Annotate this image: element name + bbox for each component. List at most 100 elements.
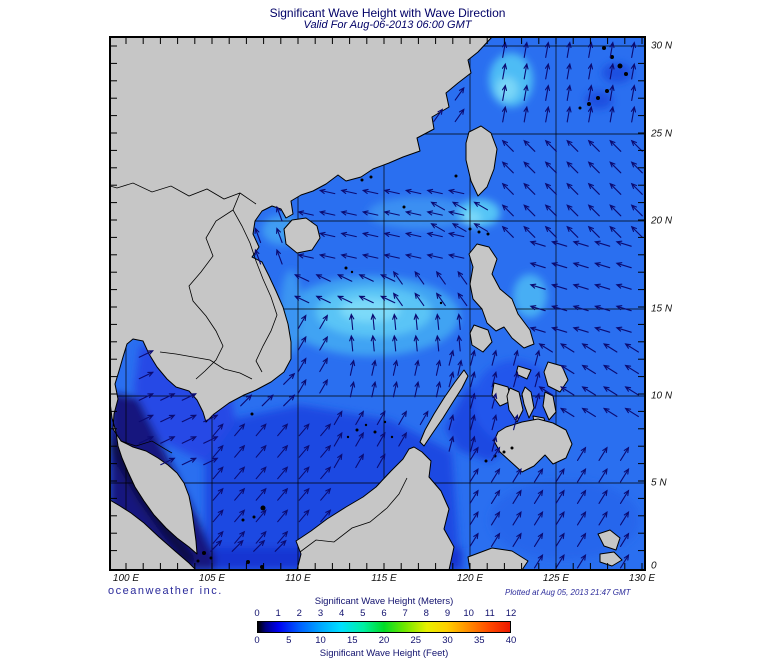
wave-direction-arrow <box>349 313 355 331</box>
wave-direction-arrow <box>315 274 331 282</box>
island-dot <box>486 232 490 236</box>
wave-direction-arrow <box>274 539 287 552</box>
wave-direction-arrow <box>501 182 514 195</box>
wave-direction-arrow <box>523 161 536 174</box>
wave-direction-arrow <box>297 378 307 394</box>
wave-direction-arrow <box>619 510 630 526</box>
wave-direction-arrow <box>255 509 267 523</box>
wave-direction-arrow <box>392 380 399 398</box>
land-polygon <box>599 551 623 567</box>
wave-direction-arrow <box>138 350 155 358</box>
wave-direction-arrow <box>513 414 519 431</box>
wave-direction-arrow <box>491 392 498 409</box>
wave-direction-arrow <box>523 204 536 217</box>
land-polygon <box>469 324 493 353</box>
wave-direction-arrow <box>454 108 465 123</box>
island-dot <box>360 178 364 182</box>
island-dot <box>439 301 443 305</box>
wave-direction-arrow <box>566 161 579 174</box>
wave-direction-arrow <box>559 364 575 375</box>
wave-direction-arrow <box>501 41 508 58</box>
longitude-label: 120 E <box>456 573 484 584</box>
wave-direction-arrow <box>544 161 557 174</box>
wave-direction-arrow <box>297 335 307 351</box>
colorbar-meters-tick: 5 <box>360 608 366 619</box>
wave-direction-arrow <box>598 489 608 504</box>
wave-direction-arrow <box>255 487 267 501</box>
wave-direction-arrow <box>538 386 553 396</box>
wave-direction-arrow <box>413 334 419 352</box>
wave-direction-arrow <box>490 532 501 547</box>
wave-direction-arrow <box>523 182 536 195</box>
island-dot <box>617 63 623 69</box>
colorbar-feet-tick: 20 <box>378 635 390 646</box>
wave-direction-arrow <box>333 431 343 447</box>
country-borders <box>110 182 408 553</box>
island-dot <box>202 551 206 555</box>
wave-direction-arrow <box>160 393 176 401</box>
wave-direction-arrow <box>138 371 155 380</box>
latitude-label: 10 N <box>651 390 673 402</box>
wave-direction-arrow <box>255 444 267 458</box>
land-polygon <box>515 365 532 380</box>
wave-direction-arrow <box>138 414 155 423</box>
wave-direction-arrow <box>598 446 608 461</box>
wave-direction-arrow <box>501 139 514 152</box>
wave-direction-arrow <box>430 201 446 211</box>
wave-direction-arrow <box>231 539 244 552</box>
wave-direction-arrow <box>435 359 442 376</box>
wave-direction-arrow <box>572 326 589 333</box>
wave-direction-arrow <box>318 210 336 216</box>
wave-patch <box>496 77 518 101</box>
wave-direction-arrow <box>355 431 364 447</box>
wave-direction-arrow <box>414 270 425 285</box>
wave-direction-arrow <box>298 444 310 458</box>
wave-direction-arrow <box>534 371 541 388</box>
land-polygon <box>283 217 321 254</box>
wave-direction-arrow <box>490 510 501 526</box>
wave-direction-arrow <box>340 210 357 216</box>
wave-direction-arrow <box>210 539 223 552</box>
wave-direction-arrow <box>630 225 643 238</box>
longitude-label: 100 E <box>112 573 140 584</box>
wave-direction-arrow <box>414 292 425 307</box>
wave-direction-arrow <box>212 530 224 544</box>
wave-direction-arrow <box>212 509 224 523</box>
wave-direction-arrow <box>319 357 328 373</box>
wave-direction-arrow <box>404 188 422 195</box>
wave-direction-arrow <box>559 343 575 353</box>
wave-direction-arrow <box>473 223 489 232</box>
wave-direction-arrow <box>587 105 594 123</box>
wave-direction-arrow <box>609 41 615 58</box>
colorbar-feet-tick: 30 <box>442 635 453 646</box>
wave-direction-arrow <box>276 227 283 244</box>
colorbar-meters-tick: 9 <box>444 608 451 619</box>
wave-direction-arrow <box>566 182 579 195</box>
wave-direction-arrow <box>587 204 600 217</box>
wave-direction-arrow <box>529 326 546 333</box>
wave-direction-arrow <box>404 253 422 259</box>
wave-direction-arrow <box>544 84 551 101</box>
land-polygon <box>493 418 573 473</box>
wave-direction-arrow <box>534 349 541 366</box>
wave-direction-arrow <box>630 139 643 152</box>
wave-direction-arrow <box>587 62 594 80</box>
wave-direction-arrow <box>501 161 514 174</box>
wave-direction-arrow <box>470 414 476 431</box>
wave-direction-arrow <box>451 201 467 211</box>
wave-direction-arrow <box>598 467 608 483</box>
wave-direction-arrow <box>576 489 587 504</box>
wave-arrows <box>138 41 643 569</box>
wave-direction-arrow <box>379 274 396 282</box>
wave-direction-arrow <box>435 334 441 352</box>
island-dot <box>468 227 472 231</box>
wave-direction-arrow <box>512 510 522 526</box>
wave-direction-arrow <box>370 334 376 352</box>
wave-direction-arrow <box>523 139 536 152</box>
land-polygon <box>465 125 498 197</box>
wave-direction-arrow <box>277 530 289 544</box>
wave-direction-arrow <box>203 436 219 444</box>
wave-direction-arrow <box>333 410 343 426</box>
island-dot <box>602 46 606 50</box>
map-frame <box>109 36 646 571</box>
